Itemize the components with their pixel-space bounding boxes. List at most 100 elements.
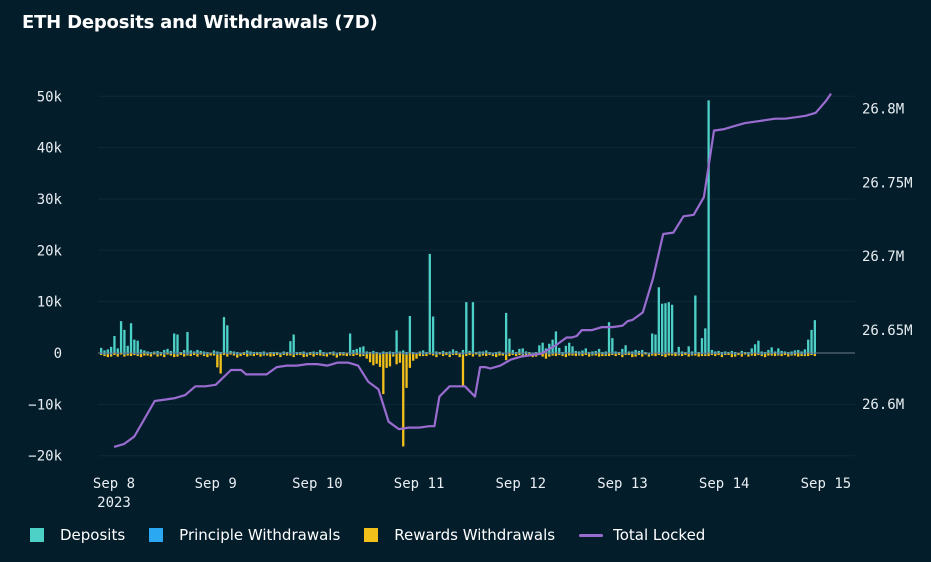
rewards-withdrawal-bar <box>624 354 627 356</box>
deposit-bar <box>481 351 485 353</box>
rewards-withdrawal-bar <box>690 354 694 356</box>
rewards-withdrawal-bar <box>226 354 229 357</box>
principle-withdrawal-bar <box>149 353 153 355</box>
deposit-bar <box>504 312 508 353</box>
rewards-withdrawal-bar <box>568 353 571 356</box>
rewards-withdrawal-bar <box>345 353 348 357</box>
legend-item-total-locked[interactable]: Total Locked <box>579 526 705 544</box>
rewards-withdrawal-bar <box>524 354 528 356</box>
rewards-withdrawal-bar <box>641 354 644 357</box>
principle-withdrawal-bar <box>561 353 564 355</box>
deposit-bar <box>123 329 126 353</box>
deposit-bar <box>455 350 458 353</box>
rewards-withdrawal-bar <box>256 353 259 356</box>
deposit-bar <box>787 351 790 353</box>
deposit-bar <box>780 350 783 353</box>
deposit-bar <box>704 328 707 353</box>
principle-withdrawal-bar <box>259 353 262 355</box>
rewards-withdrawal-bar <box>587 354 591 357</box>
deposit-bar <box>760 351 763 353</box>
legend-label-rewards-withdrawals: Rewards Withdrawals <box>394 526 556 544</box>
deposit-bar <box>564 345 568 353</box>
deposit-bar <box>524 351 528 353</box>
deposit-bar <box>810 329 813 353</box>
rewards-withdrawal-bar <box>136 354 139 357</box>
rewards-withdrawal-bar <box>604 354 607 357</box>
rewards-withdrawal-bar <box>375 353 378 364</box>
principle-withdrawal-bar <box>196 353 199 355</box>
deposit-bar <box>803 349 807 353</box>
left-tick-label: 40k <box>37 141 63 157</box>
rewards-withdrawal-bar <box>674 353 677 357</box>
rewards-withdrawal-bar <box>461 354 465 386</box>
legend-item-rewards-withdrawals[interactable]: Rewards Withdrawals <box>364 526 555 544</box>
rewards-withdrawal-bar <box>498 353 501 356</box>
rewards-withdrawal-bar <box>780 354 783 357</box>
deposit-bar <box>199 350 202 353</box>
rewards-withdrawal-bar <box>548 354 551 357</box>
rewards-withdrawal-bar <box>664 354 667 358</box>
rewards-withdrawal-bar <box>269 353 272 357</box>
principle-withdrawal-bar <box>292 353 295 355</box>
rewards-withdrawal-bar <box>760 354 763 357</box>
rewards-withdrawal-bar <box>265 354 269 356</box>
principle-withdrawal-bar <box>239 353 242 355</box>
rewards-withdrawal-bar <box>169 354 173 356</box>
deposit-bar <box>581 350 584 353</box>
legend-item-deposits[interactable]: Deposits <box>30 526 125 544</box>
rewards-withdrawal-bar <box>574 353 578 357</box>
principle-withdrawal-bar <box>302 353 305 355</box>
principle-withdrawal-bar <box>362 353 365 355</box>
deposit-bar <box>133 339 136 353</box>
principle-withdrawal-bar <box>279 353 282 355</box>
principle-withdrawal-bar <box>488 353 491 355</box>
right-axis: 26.8M 26.75M 26.7M 26.65M 26.6M <box>862 101 913 413</box>
principle-withdrawal-bar <box>352 353 355 355</box>
principle-withdrawal-bar <box>461 353 465 355</box>
rewards-withdrawal-bar <box>229 353 232 355</box>
deposit-bar <box>222 317 226 353</box>
rewards-withdrawal-bar <box>418 353 421 357</box>
deposit-bar <box>448 351 451 353</box>
rewards-withdrawal-bar <box>395 354 398 365</box>
rewards-withdrawal-bar <box>149 354 153 357</box>
rewards-withdrawal-bar <box>471 354 475 357</box>
deposit-bar <box>192 351 196 353</box>
legend-label-principle-withdrawals: Principle Withdrawals <box>179 526 341 544</box>
rewards-withdrawal-bar <box>119 353 123 355</box>
principle-withdrawal-bar <box>272 353 275 355</box>
rewards-withdrawal-bar <box>680 354 684 357</box>
deposit-bar <box>262 351 265 353</box>
deposit-bar <box>461 349 465 353</box>
rewards-withdrawal-bar <box>398 353 402 363</box>
deposit-bar <box>129 323 133 353</box>
deposit-bar <box>468 350 471 353</box>
principle-withdrawal-bar <box>558 353 561 355</box>
rewards-withdrawal-bar <box>405 354 408 388</box>
deposit-bar <box>445 351 448 353</box>
rewards-withdrawal-bar <box>408 353 412 368</box>
deposit-bar <box>109 346 113 353</box>
rewards-withdrawal-bar <box>807 353 810 357</box>
deposit-bar <box>660 303 664 353</box>
principle-withdrawal-bar <box>265 353 269 355</box>
deposit-bar <box>634 349 637 353</box>
rewards-withdrawal-bar <box>611 354 614 356</box>
deposit-bar <box>611 338 614 353</box>
rewards-withdrawal-bar <box>581 354 584 357</box>
principle-withdrawal-bar <box>504 353 508 355</box>
deposit-bar <box>571 346 574 353</box>
principle-withdrawal-bar <box>587 353 591 355</box>
rewards-withdrawal-bar <box>654 353 657 357</box>
principle-withdrawal-bar <box>680 353 684 355</box>
rewards-withdrawal-bar <box>212 354 216 356</box>
deposit-bar <box>554 331 558 353</box>
legend-item-principle-withdrawals[interactable]: Principle Withdrawals <box>149 526 340 544</box>
deposit-bar <box>143 350 146 353</box>
principle-withdrawal-bar <box>664 353 667 355</box>
rewards-withdrawal-bar <box>186 354 189 356</box>
deposit-bar <box>425 351 428 353</box>
principle-withdrawal-bar <box>392 353 395 355</box>
rewards-withdrawal-bar <box>747 354 750 357</box>
principle-withdrawal-bar <box>495 353 498 355</box>
